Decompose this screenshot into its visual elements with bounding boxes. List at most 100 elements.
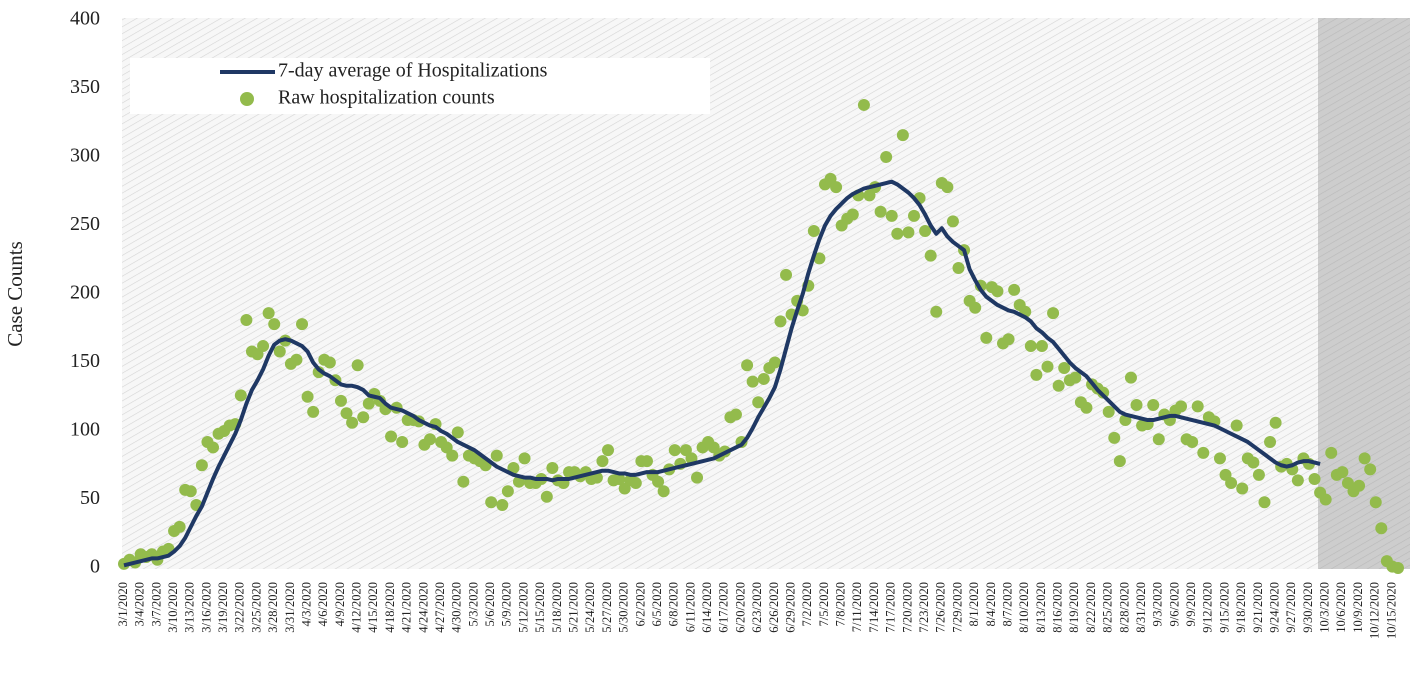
- data-point: [485, 496, 498, 509]
- data-point: [1175, 400, 1188, 413]
- data-point: [807, 224, 820, 237]
- x-tick-label: 4/3/2020: [299, 582, 313, 626]
- data-point: [1024, 340, 1037, 353]
- x-tick-label: 8/19/2020: [1067, 582, 1081, 633]
- data-point: [334, 394, 347, 407]
- data-point: [596, 455, 609, 468]
- data-point: [941, 181, 954, 194]
- x-tick-label: 7/11/2020: [850, 582, 864, 632]
- data-point: [1069, 371, 1082, 384]
- data-point: [1030, 368, 1043, 381]
- data-point: [1325, 446, 1338, 459]
- data-point: [1264, 435, 1277, 448]
- data-point: [640, 455, 653, 468]
- data-point: [602, 444, 615, 457]
- x-tick-label: 7/8/2020: [834, 582, 848, 626]
- x-tick-label: 8/28/2020: [1117, 582, 1131, 633]
- x-tick-label: 9/12/2020: [1201, 582, 1215, 633]
- data-point: [1252, 468, 1265, 481]
- x-tick-label: 3/19/2020: [216, 582, 230, 633]
- data-point: [1336, 466, 1349, 479]
- x-tick-label: 8/10/2020: [1017, 582, 1031, 633]
- x-tick-label: 3/10/2020: [166, 582, 180, 633]
- x-tick-label: 4/24/2020: [416, 582, 430, 633]
- data-point: [946, 215, 959, 228]
- data-point: [1041, 360, 1054, 373]
- data-point: [1152, 433, 1165, 446]
- data-point: [930, 305, 943, 318]
- x-tick-label: 3/25/2020: [249, 582, 263, 633]
- data-point: [746, 375, 759, 388]
- data-point: [1213, 452, 1226, 465]
- data-point: [240, 314, 253, 327]
- x-tick-label: 8/7/2020: [1000, 582, 1014, 626]
- x-tick-label: 4/6/2020: [316, 582, 330, 626]
- x-tick-label: 7/23/2020: [917, 582, 931, 633]
- data-point: [1108, 431, 1121, 444]
- y-tick-label: 250: [70, 213, 100, 235]
- data-point: [1392, 562, 1404, 574]
- y-tick-label: 150: [70, 350, 100, 372]
- data-point: [1230, 419, 1243, 432]
- x-tick-label: 7/29/2020: [950, 582, 964, 633]
- x-tick-label: 4/12/2020: [350, 582, 364, 633]
- marks: [118, 98, 1404, 574]
- x-tick-label: 7/14/2020: [867, 582, 881, 633]
- legend-dot: [240, 92, 254, 106]
- x-tick-label: 3/31/2020: [283, 582, 297, 633]
- x-tick-label: 7/17/2020: [884, 582, 898, 633]
- x-tick-label: 7/5/2020: [817, 582, 831, 626]
- data-point: [919, 224, 932, 237]
- y-tick-label: 0: [90, 556, 100, 578]
- y-tick-label: 200: [70, 282, 100, 304]
- data-point: [351, 359, 364, 372]
- data-point: [1191, 400, 1204, 413]
- data-point: [980, 331, 993, 344]
- x-tick-label: 7/2/2020: [800, 582, 814, 626]
- x-tick-label: 4/18/2020: [383, 582, 397, 633]
- legend-label: 7-day average of Hospitalizations: [278, 60, 548, 82]
- data-point: [991, 285, 1004, 298]
- data-point: [301, 390, 314, 403]
- y-tick-label: 300: [70, 145, 100, 167]
- data-point: [173, 520, 186, 533]
- data-point: [1197, 446, 1210, 459]
- data-point: [423, 433, 436, 446]
- x-tick-label: 9/21/2020: [1251, 582, 1265, 633]
- data-point: [518, 452, 531, 465]
- data-point: [357, 411, 370, 424]
- data-point: [446, 449, 459, 462]
- data-point: [613, 472, 626, 485]
- data-point: [741, 359, 754, 372]
- data-point: [902, 226, 915, 239]
- x-tick-label: 6/14/2020: [700, 582, 714, 633]
- data-point: [1130, 398, 1143, 411]
- y-axis-label: Case Counts: [3, 241, 27, 347]
- x-tick-label: 5/21/2020: [567, 582, 581, 633]
- data-point: [969, 301, 982, 314]
- x-tick-label: 8/25/2020: [1101, 582, 1115, 633]
- data-point: [952, 261, 965, 274]
- data-point: [768, 356, 781, 369]
- y-tick-label: 100: [70, 419, 100, 441]
- x-tick-label: 8/1/2020: [967, 582, 981, 626]
- x-tick-label: 7/20/2020: [900, 582, 914, 633]
- data-point: [1225, 477, 1238, 490]
- data-point: [1113, 455, 1126, 468]
- x-tick-label: 4/15/2020: [366, 582, 380, 633]
- data-point: [184, 485, 197, 498]
- data-point: [451, 426, 464, 439]
- data-point: [1364, 463, 1377, 476]
- data-point: [1319, 493, 1332, 506]
- data-point: [340, 407, 353, 420]
- legend-box: [130, 58, 710, 114]
- data-point: [1124, 371, 1137, 384]
- x-tick-label: 4/9/2020: [333, 582, 347, 626]
- data-point: [385, 430, 398, 443]
- x-tick-label: 3/16/2020: [199, 582, 213, 633]
- data-point: [1080, 401, 1093, 414]
- x-tick-label: 5/30/2020: [617, 582, 631, 633]
- data-point: [629, 477, 642, 490]
- data-point: [885, 209, 898, 222]
